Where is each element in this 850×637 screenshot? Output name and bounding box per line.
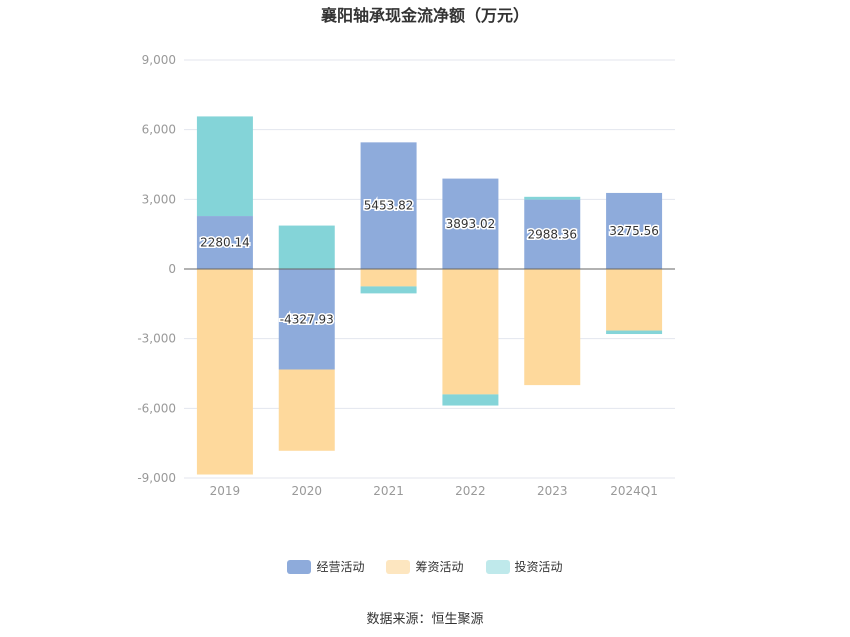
- bar-segment: [524, 269, 581, 386]
- bar-segment: [278, 369, 335, 451]
- x-tick-label: 2023: [537, 484, 568, 498]
- y-tick-label: 3,000: [142, 192, 176, 206]
- y-tick-label: 9,000: [142, 53, 176, 67]
- chart-title: 襄阳轴承现金流净额（万元）: [320, 6, 529, 25]
- y-tick-label: 6,000: [142, 123, 176, 137]
- data-label: 3275.56: [609, 224, 659, 238]
- bar-segment: [278, 225, 335, 269]
- legend-item-investing[interactable]: 投资活动: [485, 558, 563, 575]
- x-tick-label: 2019: [210, 484, 241, 498]
- bar-segment: [442, 394, 499, 406]
- bar-segment: [442, 269, 499, 395]
- x-tick-label: 2022: [455, 484, 486, 498]
- bar-segment: [360, 142, 417, 269]
- legend-swatch-operating: [287, 559, 312, 574]
- legend-label-financing: 筹资活动: [415, 560, 464, 574]
- bar-segment: [606, 269, 663, 331]
- bar-segment: [196, 116, 253, 217]
- data-label: 2280.14: [200, 236, 250, 250]
- bar-segment: [360, 286, 417, 294]
- bar-segment: [524, 196, 581, 200]
- legend-label-operating: 经营活动: [316, 560, 365, 574]
- data-label: 3893.02: [446, 217, 496, 231]
- bar-segment: [360, 269, 417, 287]
- bar-segment: [442, 178, 499, 269]
- y-tick-label: -9,000: [137, 471, 176, 485]
- legend-item-operating[interactable]: 经营活动: [287, 558, 364, 575]
- data-label: 5453.82: [364, 199, 414, 213]
- x-tick-label: 2021: [373, 484, 404, 498]
- bar-segment: [278, 269, 335, 370]
- y-tick-label: 0: [168, 262, 176, 276]
- legend-item-financing[interactable]: 筹资活动: [386, 558, 464, 575]
- data-source: 数据来源：恒生聚源: [366, 612, 484, 627]
- bar-segment: [196, 216, 253, 269]
- legend-label-investing: 投资活动: [514, 560, 563, 574]
- data-label: 2988.36: [527, 227, 577, 241]
- x-tick-label: 2024Q1: [610, 484, 658, 498]
- y-tick-label: -6,000: [137, 401, 176, 415]
- bar-segment: [524, 199, 581, 269]
- y-tick-label: -3,000: [137, 332, 176, 346]
- legend-swatch-investing: [485, 559, 510, 574]
- bar-segment: [606, 192, 663, 269]
- bar-segment: [606, 330, 663, 335]
- legend-swatch-financing: [386, 559, 411, 574]
- data-label: -4327.93: [280, 312, 334, 326]
- chart-legend: 经营活动 筹资活动 投资活动: [0, 558, 850, 575]
- x-tick-label: 2020: [291, 484, 322, 498]
- bar-segment: [196, 269, 253, 475]
